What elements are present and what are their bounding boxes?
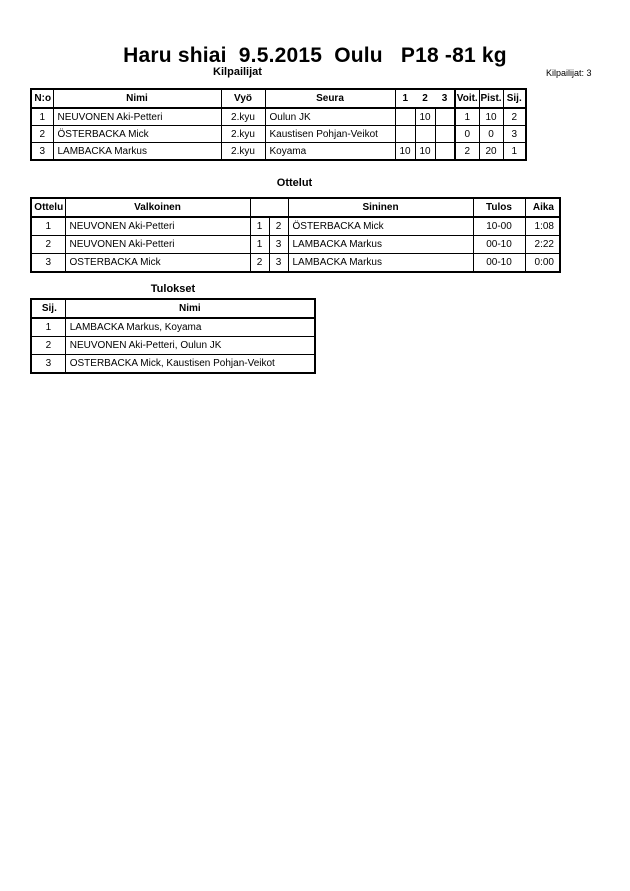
- cell-match-1: [394, 125, 416, 143]
- section-title-competitors: Kilpailijat: [213, 66, 262, 78]
- cell-club: Koyama: [264, 142, 396, 161]
- column-header-rank: Sij.: [502, 88, 527, 109]
- cell-white: NEUVONEN Aki-Petteri: [64, 235, 251, 254]
- cell-match-1: [394, 107, 416, 126]
- cell-match: 1: [30, 216, 66, 236]
- cell-rank: 2: [502, 107, 527, 126]
- column-header-name: Nimi: [52, 88, 222, 109]
- column-header-points: Pist.: [478, 88, 504, 109]
- cell-blue: LAMBACKA Markus: [287, 253, 474, 273]
- cell-belt: 2.kyu: [220, 125, 266, 143]
- cell-match-3: [434, 107, 456, 126]
- cell-points: 0: [478, 125, 504, 143]
- column-header-white-no: [250, 197, 269, 218]
- column-header-wins: Voit.: [454, 88, 480, 109]
- cell-white-no: 1: [249, 235, 270, 254]
- cell-rank: 3: [30, 354, 66, 374]
- column-header-blue: Sininen: [287, 197, 474, 218]
- cell-no: 1: [30, 107, 54, 126]
- competitors-table: N:o Nimi Vyö Seura 1 2 3 Voit. Pist. Sij…: [30, 88, 527, 161]
- cell-blue-no: 3: [268, 253, 289, 273]
- matches-table: Ottelu Valkoinen Sininen Tulos Aika 1 NE…: [30, 197, 561, 273]
- cell-points: 10: [478, 107, 504, 126]
- section-title-matches: Ottelut: [276, 177, 313, 189]
- cell-match-1: 10: [394, 142, 416, 161]
- cell-match-2: 10: [414, 107, 436, 126]
- table-row: 1 NEUVONEN Aki-Petteri 2.kyu Oulun JK 10…: [30, 107, 527, 126]
- cell-rank: 3: [502, 125, 527, 143]
- table-header-row: Ottelu Valkoinen Sininen Tulos Aika: [30, 197, 561, 218]
- column-header-match: Ottelu: [30, 197, 66, 218]
- page-title: Haru shiai 9.5.2015 Oulu P18 -81 kg: [123, 44, 507, 67]
- cell-wins: 1: [454, 107, 480, 126]
- cell-name: LAMBACKA Markus, Koyama: [64, 317, 316, 337]
- cell-match-2: 10: [414, 142, 436, 161]
- cell-name: LAMBACKA Markus: [52, 142, 222, 161]
- cell-white-no: 2: [249, 253, 270, 273]
- cell-white: OSTERBACKA Mick: [64, 253, 251, 273]
- cell-match: 2: [30, 235, 66, 254]
- table-row: 1 LAMBACKA Markus, Koyama: [30, 317, 316, 337]
- cell-wins: 0: [454, 125, 480, 143]
- column-header-match-3: 3: [435, 88, 455, 109]
- table-row: 1 NEUVONEN Aki-Petteri 1 2 ÖSTERBACKA Mi…: [30, 216, 561, 236]
- table-row: 3 LAMBACKA Markus 2.kyu Koyama 10 10 2 2…: [30, 142, 527, 161]
- table-row: 2 NEUVONEN Aki-Petteri, Oulun JK: [30, 336, 316, 355]
- cell-name: ÖSTERBACKA Mick: [52, 125, 222, 143]
- cell-result: 00-10: [472, 235, 526, 254]
- cell-result: 00-10: [472, 253, 526, 273]
- cell-blue: LAMBACKA Markus: [287, 235, 474, 254]
- cell-white: NEUVONEN Aki-Petteri: [64, 216, 251, 236]
- table-row: 3 OSTERBACKA Mick 2 3 LAMBACKA Markus 00…: [30, 253, 561, 273]
- results-table: Sij. Nimi 1 LAMBACKA Markus, Koyama 2 NE…: [30, 298, 316, 374]
- cell-match-2: [414, 125, 436, 143]
- cell-white-no: 1: [249, 216, 270, 236]
- cell-name: NEUVONEN Aki-Petteri: [52, 107, 222, 126]
- cell-match-3: [434, 142, 456, 161]
- table-row: 2 ÖSTERBACKA Mick 2.kyu Kaustisen Pohjan…: [30, 125, 527, 143]
- cell-result: 10-00: [472, 216, 526, 236]
- cell-name: OSTERBACKA Mick, Kaustisen Pohjan-Veikot: [64, 354, 316, 374]
- column-header-match-2: 2: [415, 88, 435, 109]
- cell-points: 20: [478, 142, 504, 161]
- section-title-results: Tulokset: [150, 283, 196, 295]
- cell-match: 3: [30, 253, 66, 273]
- competitor-count-label: Kilpailijat: 3: [546, 68, 592, 78]
- cell-belt: 2.kyu: [220, 142, 266, 161]
- table-header-row: N:o Nimi Vyö Seura 1 2 3 Voit. Pist. Sij…: [30, 88, 527, 109]
- cell-time: 1:08: [524, 216, 561, 236]
- column-header-white: Valkoinen: [64, 197, 251, 218]
- column-header-no: N:o: [30, 88, 54, 109]
- column-header-rank: Sij.: [30, 298, 66, 319]
- column-header-match-1: 1: [395, 88, 415, 109]
- cell-name: NEUVONEN Aki-Petteri, Oulun JK: [64, 336, 316, 355]
- column-header-time: Aika: [524, 197, 561, 218]
- table-header-row: Sij. Nimi: [30, 298, 316, 319]
- cell-rank: 1: [502, 142, 527, 161]
- cell-time: 0:00: [524, 253, 561, 273]
- cell-belt: 2.kyu: [220, 107, 266, 126]
- cell-rank: 2: [30, 336, 66, 355]
- cell-no: 2: [30, 125, 54, 143]
- table-row: 2 NEUVONEN Aki-Petteri 1 3 LAMBACKA Mark…: [30, 235, 561, 254]
- cell-rank: 1: [30, 317, 66, 337]
- column-header-belt: Vyö: [220, 88, 266, 109]
- column-header-result: Tulos: [472, 197, 526, 218]
- cell-club: Oulun JK: [264, 107, 396, 126]
- cell-club: Kaustisen Pohjan-Veikot: [264, 125, 396, 143]
- column-header-club: Seura: [264, 88, 396, 109]
- cell-time: 2:22: [524, 235, 561, 254]
- cell-blue: ÖSTERBACKA Mick: [287, 216, 474, 236]
- cell-no: 3: [30, 142, 54, 161]
- cell-blue-no: 2: [268, 216, 289, 236]
- column-header-blue-no: [269, 197, 288, 218]
- cell-wins: 2: [454, 142, 480, 161]
- cell-blue-no: 3: [268, 235, 289, 254]
- column-header-name: Nimi: [64, 298, 316, 319]
- cell-match-3: [434, 125, 456, 143]
- table-row: 3 OSTERBACKA Mick, Kaustisen Pohjan-Veik…: [30, 354, 316, 374]
